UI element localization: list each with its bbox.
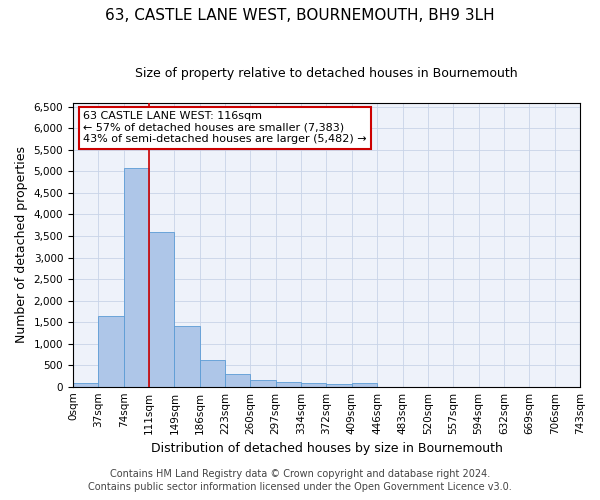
Y-axis label: Number of detached properties: Number of detached properties (15, 146, 28, 343)
Bar (301, 383, 326, 386)
Title: Size of property relative to detached houses in Bournemouth: Size of property relative to detached ho… (135, 68, 518, 80)
Bar (149, 232, 175, 386)
Bar (124, 168, 149, 386)
Bar (225, 374, 250, 386)
Text: 63, CASTLE LANE WEST, BOURNEMOUTH, BH9 3LH: 63, CASTLE LANE WEST, BOURNEMOUTH, BH9 3… (105, 8, 495, 22)
Bar (326, 384, 352, 386)
Text: 63 CASTLE LANE WEST: 116sqm
← 57% of detached houses are smaller (7,383)
43% of : 63 CASTLE LANE WEST: 116sqm ← 57% of det… (83, 111, 367, 144)
X-axis label: Distribution of detached houses by size in Bournemouth: Distribution of detached houses by size … (151, 442, 502, 455)
Bar (276, 382, 301, 386)
Bar (250, 380, 276, 386)
Bar (98, 316, 124, 386)
Text: Contains HM Land Registry data © Crown copyright and database right 2024.
Contai: Contains HM Land Registry data © Crown c… (88, 470, 512, 492)
Bar (352, 384, 377, 386)
Bar (175, 326, 200, 386)
Bar (200, 360, 225, 386)
Bar (73, 384, 98, 386)
